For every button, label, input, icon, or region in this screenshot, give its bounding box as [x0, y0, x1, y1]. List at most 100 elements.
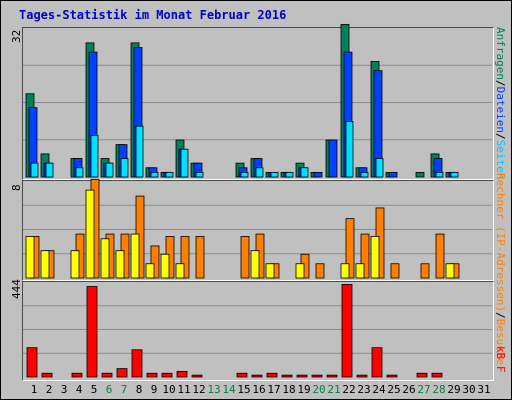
bar-besuche: [70, 250, 80, 279]
x-tick-label: 5: [91, 383, 98, 396]
bar-besuche: [265, 263, 275, 279]
bar-kbytes: [371, 347, 383, 378]
x-tick-label: 16: [252, 383, 265, 396]
bar-kbytes: [251, 374, 263, 378]
bar-kbytes: [71, 372, 83, 378]
bar-besuche: [130, 233, 140, 279]
bar-kbytes: [26, 347, 38, 378]
bar-besuche: [175, 263, 185, 279]
bar-rechner: [420, 263, 430, 279]
bar-seiten: [435, 171, 444, 178]
x-tick-label: 6: [106, 383, 113, 396]
bar-rechner: [180, 236, 190, 279]
x-tick-label: 15: [237, 383, 250, 396]
bar-seiten: [75, 167, 84, 178]
bar-seiten: [120, 158, 129, 178]
bar-seiten: [270, 171, 279, 178]
x-tick-label: 4: [76, 383, 83, 396]
bar-kbytes: [416, 372, 428, 378]
x-tick-label: 30: [462, 383, 475, 396]
bar-kbytes: [176, 370, 188, 378]
bar-seiten: [285, 171, 294, 178]
bar-besuche: [445, 263, 455, 279]
x-tick-label: 31: [477, 383, 490, 396]
x-tick-label: 18: [282, 383, 295, 396]
bar-seiten: [240, 171, 249, 178]
bar-besuche: [85, 189, 95, 279]
bar-kbytes: [266, 372, 278, 378]
kbytes-panel: [22, 281, 494, 381]
bar-kbytes: [311, 374, 323, 378]
x-tick-label: 24: [372, 383, 386, 396]
x-tick-label: 25: [387, 383, 400, 396]
bar-seiten: [255, 167, 264, 178]
x-tick-label: 14: [222, 383, 236, 396]
x-tick-label: 8: [136, 383, 143, 396]
x-tick-label: 17: [267, 383, 280, 396]
x-tick-label: 20: [312, 383, 325, 396]
bar-rechner: [360, 233, 370, 279]
bar-seiten: [300, 167, 309, 178]
bar-kbytes: [236, 372, 248, 378]
x-tick-label: 7: [121, 383, 128, 396]
bar-besuche: [160, 253, 170, 279]
x-tick-label: 23: [357, 383, 370, 396]
bar-kbytes: [86, 286, 98, 378]
bar-dateien: [388, 171, 398, 178]
bar-kbytes: [131, 349, 143, 378]
bar-kbytes: [101, 372, 113, 378]
bar-besuche: [355, 263, 365, 279]
x-tick-label: 1: [31, 383, 38, 396]
bar-dateien: [328, 139, 338, 178]
x-tick-label: 10: [162, 383, 175, 396]
bar-besuche: [40, 250, 50, 279]
bar-seiten: [375, 158, 384, 178]
bar-seiten: [30, 162, 39, 178]
bar-seiten: [135, 125, 144, 178]
bar-kbytes: [161, 372, 173, 378]
x-tick-label: 12: [192, 383, 205, 396]
bar-kbytes: [431, 372, 443, 378]
bar-kbytes: [296, 374, 308, 378]
chart-title: Tages-Statistik im Monat Februar 2016: [19, 8, 287, 22]
bar-seiten: [90, 134, 99, 178]
bar-seiten: [360, 171, 369, 178]
bar-seiten: [345, 121, 354, 178]
x-tick-label: 27: [417, 383, 430, 396]
x-tick-label: 13: [207, 383, 220, 396]
bar-rechner: [390, 263, 400, 279]
bar-dateien: [313, 171, 323, 178]
bar-rechner: [150, 245, 160, 279]
x-tick-label: 19: [297, 383, 310, 396]
bar-rechner: [435, 233, 445, 279]
bar-rechner: [345, 218, 355, 279]
x-tick-label: 22: [342, 383, 355, 396]
x-tick-label: 21: [327, 383, 340, 396]
bar-kbytes: [116, 368, 128, 378]
bar-kbytes: [386, 374, 398, 378]
bar-seiten: [195, 171, 204, 178]
bar-besuche: [370, 236, 380, 279]
bar-besuche: [100, 238, 110, 279]
bar-seiten: [165, 171, 174, 178]
bar-kbytes: [191, 374, 203, 378]
bar-seiten: [180, 148, 189, 178]
bar-kbytes: [146, 372, 158, 378]
x-tick-label: 11: [177, 383, 190, 396]
bar-kbytes: [281, 374, 293, 378]
bar-seiten: [150, 171, 159, 178]
bar-kbytes: [326, 374, 338, 378]
bar-seiten: [450, 171, 459, 178]
bar-anfragen: [415, 171, 425, 178]
bar-rechner: [195, 236, 205, 279]
bar-seiten: [45, 162, 54, 178]
bar-besuche: [25, 236, 35, 279]
bar-besuche: [115, 250, 125, 279]
bar-kbytes: [41, 372, 53, 378]
hits-panel: [22, 27, 494, 180]
bar-rechner: [240, 236, 250, 279]
x-tick-label: 28: [432, 383, 445, 396]
bar-kbytes: [356, 374, 368, 378]
